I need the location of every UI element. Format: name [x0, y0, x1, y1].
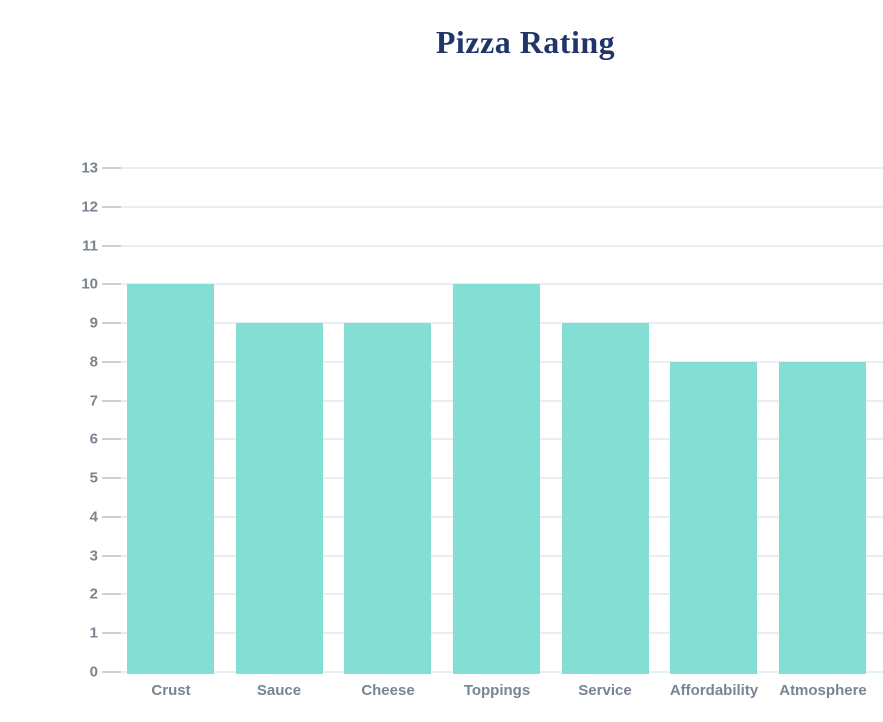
bar-cheese — [344, 323, 431, 674]
y-axis-tick — [102, 671, 121, 673]
y-axis-tick — [102, 477, 121, 480]
x-axis-label-cheese: Cheese — [361, 682, 415, 699]
x-axis-label-service: Service — [578, 682, 632, 699]
x-axis-label-toppings: Toppings — [463, 682, 531, 699]
y-axis-tick — [102, 554, 121, 557]
y-axis-tick-label: 13 — [81, 159, 98, 177]
y-axis-tick-label: 4 — [89, 508, 98, 526]
y-axis-tick-label: 11 — [82, 237, 98, 255]
gridline — [106, 244, 883, 247]
x-axis-label-atmosphere: Atmosphere — [779, 682, 867, 699]
gridline — [106, 205, 883, 208]
y-axis-tick-label: 7 — [89, 392, 98, 410]
y-axis-tick-label: 1 — [89, 624, 98, 642]
bar-sauce — [236, 323, 323, 674]
y-axis-tick-label: 6 — [89, 430, 98, 448]
x-axis-label-affordability: Affordability — [669, 682, 759, 699]
y-axis-tick-label: 3 — [89, 547, 98, 565]
y-axis-tick-label: 9 — [89, 314, 98, 332]
y-axis-tick — [102, 283, 121, 286]
y-axis-tick — [102, 438, 121, 441]
bar-crust — [127, 284, 214, 674]
gridline — [106, 166, 883, 169]
x-axis-label-crust: Crust — [151, 682, 191, 699]
y-axis-tick — [102, 360, 121, 363]
bar-toppings — [453, 284, 540, 674]
y-axis-tick-label: 12 — [81, 198, 98, 216]
bar-affordability — [670, 361, 757, 674]
y-axis-tick-label: 5 — [89, 469, 98, 487]
bar-service — [562, 323, 649, 674]
y-axis-tick — [102, 593, 121, 596]
y-axis-tick — [102, 322, 121, 325]
y-axis-tick — [102, 515, 121, 518]
y-axis-tick — [102, 244, 121, 247]
y-axis-tick — [102, 166, 121, 169]
y-axis-tick-label: 8 — [89, 353, 98, 371]
y-axis-tick — [102, 632, 121, 635]
chart-title: Pizza Rating — [435, 24, 616, 60]
y-axis-tick-label: 2 — [89, 585, 98, 603]
y-axis-tick-label: 10 — [81, 275, 98, 293]
bar-atmosphere — [779, 361, 866, 674]
x-axis-label-sauce: Sauce — [256, 682, 302, 699]
y-axis-tick-label: 0 — [89, 663, 98, 681]
y-axis-tick — [102, 205, 121, 208]
y-axis-tick — [102, 399, 121, 402]
